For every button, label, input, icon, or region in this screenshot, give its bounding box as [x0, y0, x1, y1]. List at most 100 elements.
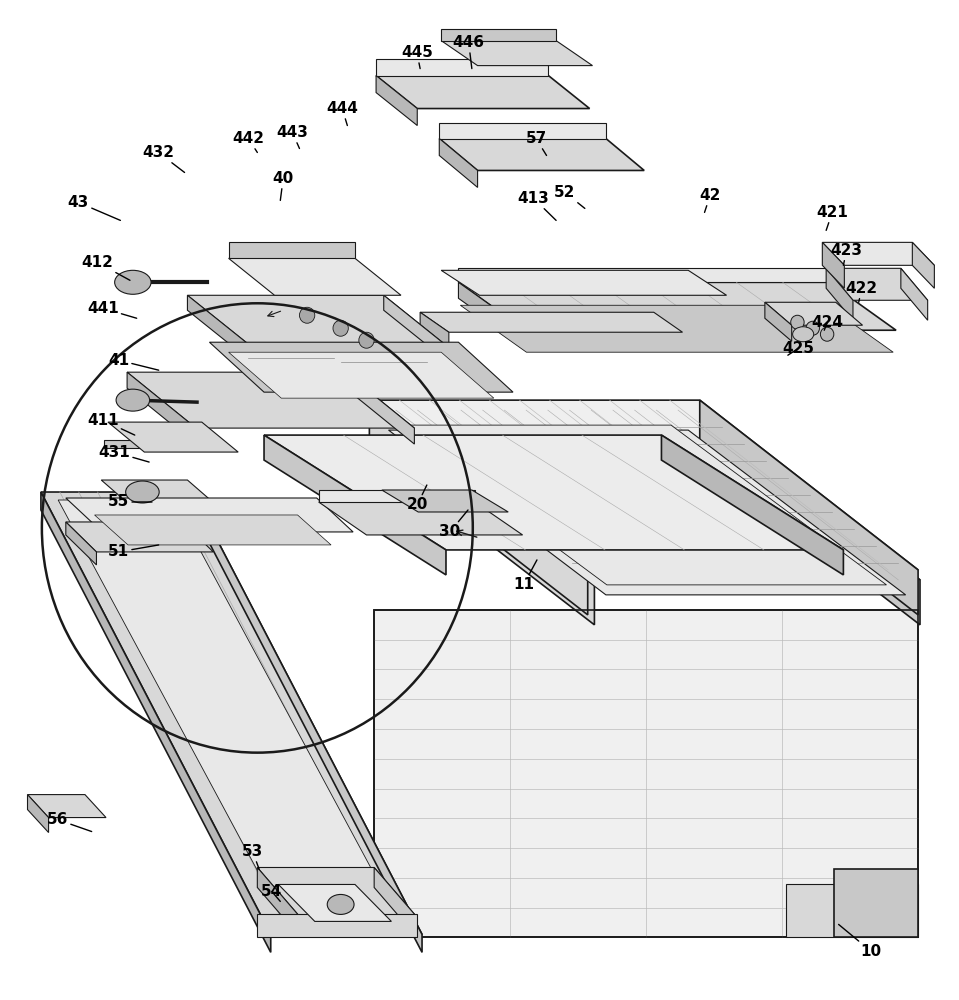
Polygon shape: [66, 522, 97, 565]
Text: 54: 54: [261, 884, 282, 901]
Polygon shape: [192, 492, 422, 952]
Polygon shape: [28, 795, 106, 818]
Polygon shape: [382, 490, 508, 512]
Polygon shape: [441, 29, 556, 41]
Text: 443: 443: [276, 125, 309, 148]
Polygon shape: [439, 139, 478, 187]
Polygon shape: [822, 242, 934, 265]
Polygon shape: [439, 123, 606, 139]
Text: 446: 446: [453, 35, 484, 69]
Polygon shape: [108, 422, 238, 452]
Polygon shape: [102, 480, 216, 505]
Polygon shape: [374, 410, 595, 625]
Polygon shape: [95, 515, 331, 545]
Polygon shape: [228, 242, 355, 258]
Circle shape: [333, 320, 348, 336]
Ellipse shape: [115, 270, 151, 294]
Polygon shape: [376, 59, 549, 76]
Text: 40: 40: [272, 171, 293, 200]
Text: 413: 413: [518, 191, 556, 220]
Text: 55: 55: [108, 494, 152, 509]
Text: 421: 421: [816, 205, 848, 230]
Text: 441: 441: [87, 301, 137, 318]
Text: 30: 30: [439, 510, 468, 539]
Polygon shape: [458, 282, 896, 330]
Polygon shape: [318, 502, 523, 535]
Circle shape: [299, 307, 315, 323]
Polygon shape: [388, 430, 905, 595]
Text: 52: 52: [554, 185, 585, 208]
Polygon shape: [228, 258, 401, 295]
Ellipse shape: [126, 481, 159, 503]
Polygon shape: [41, 492, 422, 934]
Polygon shape: [458, 282, 526, 346]
Polygon shape: [700, 410, 920, 625]
Polygon shape: [376, 76, 417, 126]
Polygon shape: [700, 400, 918, 615]
Polygon shape: [278, 884, 391, 921]
Polygon shape: [912, 242, 934, 288]
Polygon shape: [187, 295, 249, 360]
Text: 20: 20: [407, 485, 428, 512]
Polygon shape: [264, 435, 446, 575]
Polygon shape: [833, 869, 918, 937]
Polygon shape: [460, 305, 893, 352]
Text: 10: 10: [838, 924, 881, 959]
Polygon shape: [420, 312, 449, 348]
Text: 423: 423: [830, 243, 862, 265]
Polygon shape: [66, 498, 353, 532]
Polygon shape: [374, 610, 918, 937]
Ellipse shape: [116, 389, 150, 411]
Text: 431: 431: [99, 445, 149, 462]
Polygon shape: [439, 139, 644, 170]
Polygon shape: [420, 312, 683, 332]
Polygon shape: [374, 410, 920, 580]
Polygon shape: [376, 76, 590, 109]
Polygon shape: [228, 352, 494, 398]
Polygon shape: [41, 492, 270, 952]
Text: 424: 424: [811, 315, 843, 330]
Polygon shape: [58, 500, 403, 927]
Text: 411: 411: [87, 413, 135, 435]
Polygon shape: [128, 372, 414, 428]
Text: 445: 445: [401, 45, 433, 69]
Polygon shape: [384, 295, 446, 360]
Polygon shape: [441, 41, 593, 66]
Ellipse shape: [327, 894, 354, 914]
Polygon shape: [369, 400, 588, 615]
Text: 57: 57: [526, 131, 547, 155]
Polygon shape: [28, 795, 49, 833]
Text: 444: 444: [326, 101, 358, 126]
Polygon shape: [128, 372, 196, 444]
Text: 53: 53: [242, 844, 264, 869]
Circle shape: [820, 327, 833, 341]
Text: 11: 11: [513, 560, 537, 592]
Circle shape: [807, 321, 819, 335]
Polygon shape: [66, 522, 213, 552]
Text: 51: 51: [108, 544, 158, 559]
Polygon shape: [458, 268, 829, 282]
Text: 56: 56: [47, 812, 92, 832]
Circle shape: [791, 315, 805, 329]
Polygon shape: [105, 440, 206, 448]
Text: 432: 432: [143, 145, 184, 172]
Polygon shape: [826, 268, 927, 300]
Polygon shape: [765, 302, 792, 341]
Text: 425: 425: [783, 341, 814, 356]
Polygon shape: [901, 268, 927, 320]
Polygon shape: [765, 302, 862, 325]
Polygon shape: [822, 242, 844, 288]
Text: 42: 42: [699, 188, 721, 212]
Polygon shape: [662, 435, 843, 575]
Polygon shape: [391, 425, 886, 585]
Circle shape: [359, 332, 374, 348]
Polygon shape: [441, 270, 727, 295]
Polygon shape: [826, 268, 853, 320]
Polygon shape: [369, 400, 918, 570]
Polygon shape: [318, 490, 475, 502]
Polygon shape: [257, 867, 417, 917]
Polygon shape: [257, 914, 417, 937]
Text: 442: 442: [232, 131, 265, 152]
Polygon shape: [187, 295, 446, 345]
Text: 43: 43: [68, 195, 121, 220]
